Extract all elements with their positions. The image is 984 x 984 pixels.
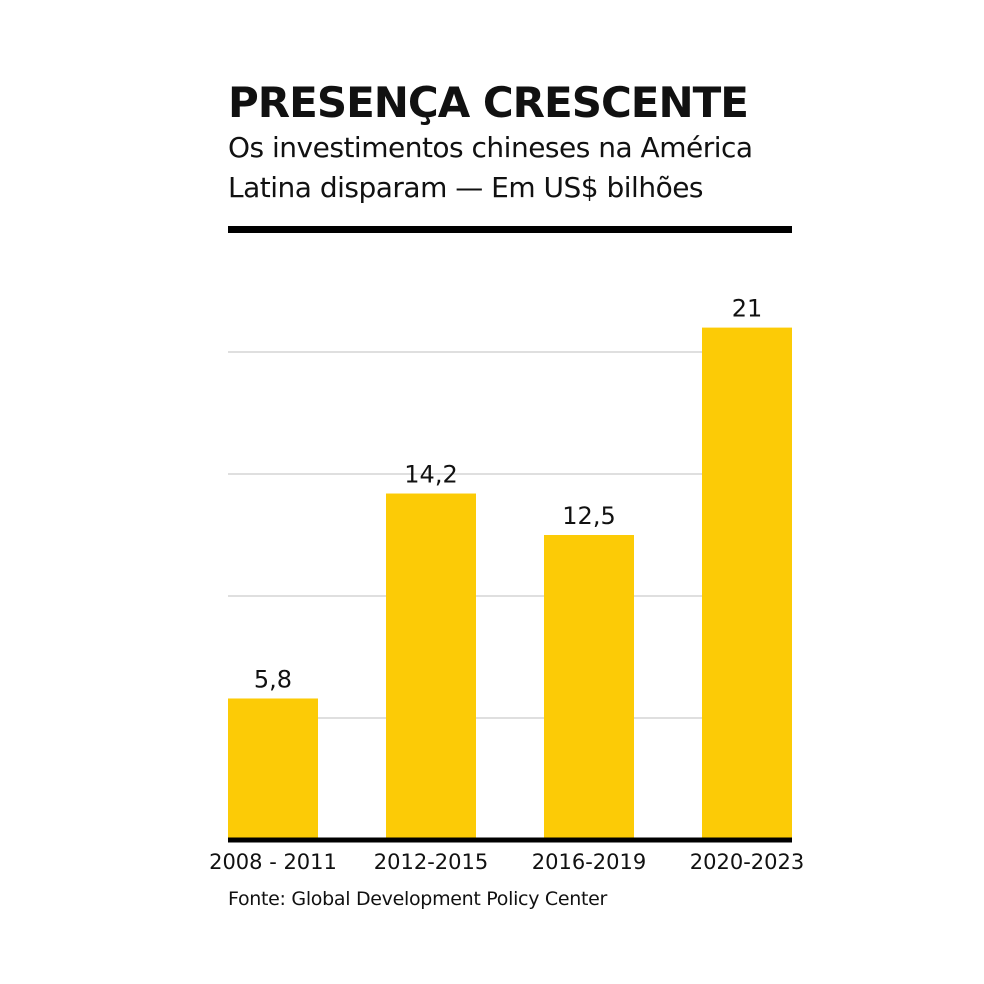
bar (386, 493, 476, 840)
value-label: 12,5 (562, 502, 615, 530)
x-tick-label: 2020-2023 (690, 850, 804, 874)
value-label: 21 (732, 295, 763, 323)
value-label: 5,8 (254, 665, 292, 693)
chart-title: PRESENÇA CRESCENTE (228, 78, 749, 127)
value-label: 14,2 (404, 461, 457, 489)
x-tick-label: 2012-2015 (374, 850, 488, 874)
title-rule (228, 226, 792, 233)
bar (702, 327, 792, 841)
x-tick-label: 2008 - 2011 (209, 850, 337, 874)
x-tick-label: 2016-2019 (532, 850, 646, 874)
source-note: Fonte: Global Development Policy Center (228, 888, 608, 910)
chart-subtitle: Os investimentos chineses na América Lat… (228, 131, 753, 204)
bar (228, 698, 318, 840)
bar (544, 535, 634, 840)
